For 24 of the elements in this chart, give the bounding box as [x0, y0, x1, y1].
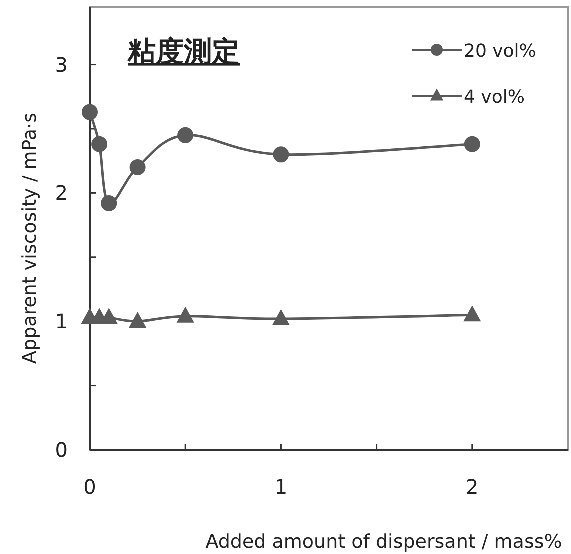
point	[82, 104, 98, 120]
x-tick-label: 2	[466, 475, 479, 499]
x-tick-label: 1	[274, 475, 288, 499]
y-tick-label: 2	[55, 181, 68, 206]
y-axis-title: Apparent viscosity / mPa·s	[19, 113, 41, 364]
point	[92, 136, 108, 152]
point	[178, 127, 194, 144]
point	[272, 309, 290, 326]
y-tick-label: 0	[55, 438, 68, 462]
y-tick-label: 1	[55, 310, 68, 334]
legend-label: 20 vol%	[464, 41, 536, 62]
y-tick-label: 3	[55, 52, 68, 77]
point	[101, 195, 118, 212]
x-axis-title: Added amount of dispersant / mass%	[206, 531, 562, 553]
point	[273, 146, 290, 163]
text: 粘度測定	[127, 35, 240, 68]
legend-label: 4 vol%	[464, 87, 525, 108]
x-tick-label: 0	[84, 475, 96, 499]
point	[464, 136, 480, 152]
point	[100, 308, 118, 324]
point	[129, 312, 147, 328]
point	[464, 306, 482, 322]
point	[130, 160, 146, 176]
point	[176, 306, 194, 323]
